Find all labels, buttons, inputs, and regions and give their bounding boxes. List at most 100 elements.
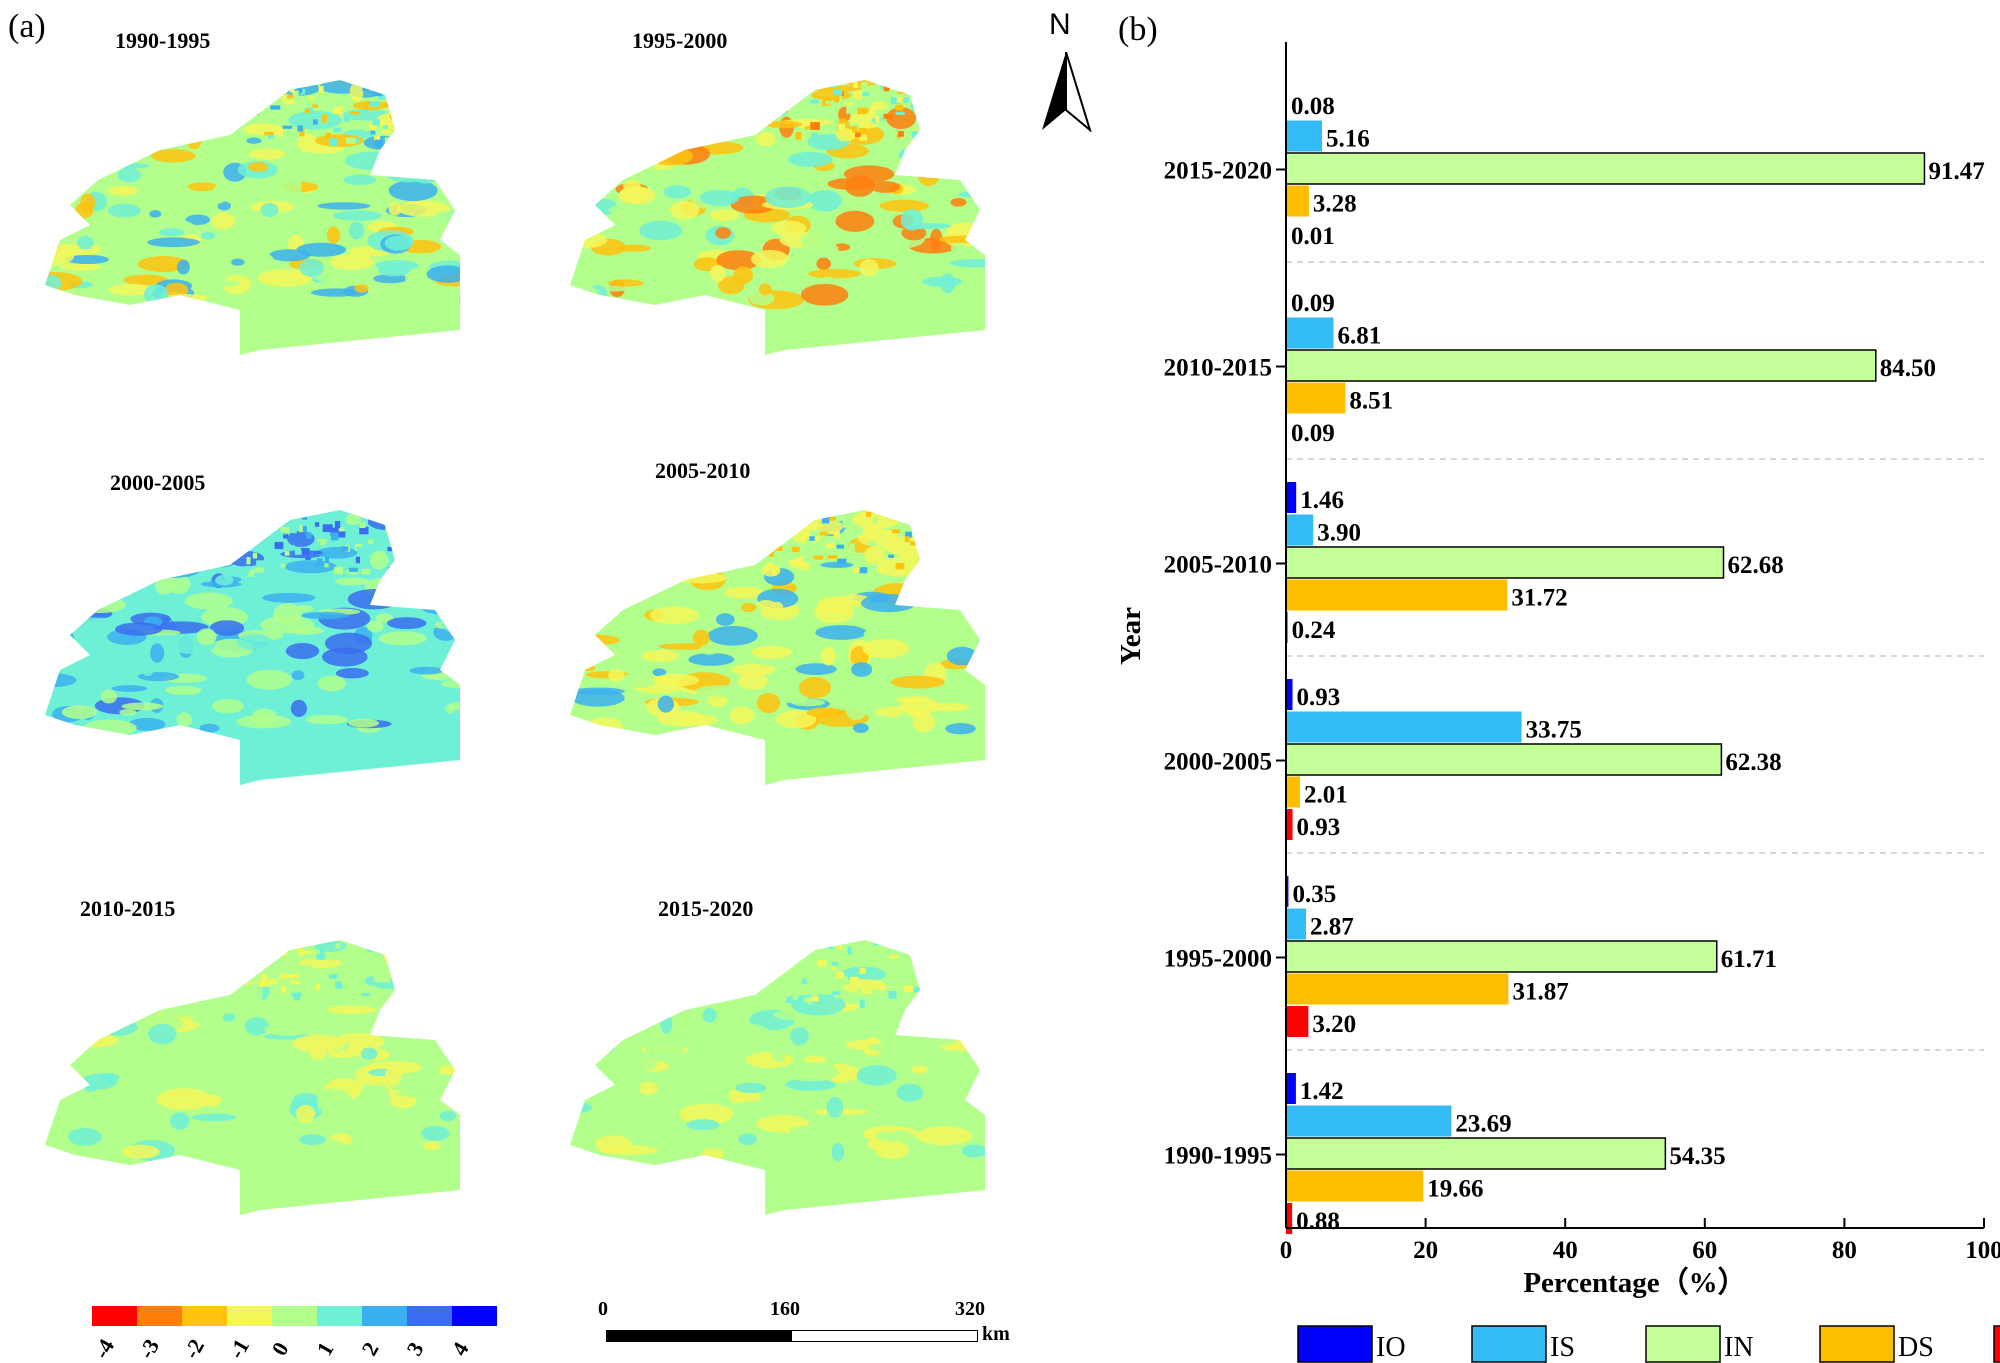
value-label: 5.16 (1326, 126, 1370, 153)
map-title-2: 2000-2005 (110, 470, 206, 495)
legend-swatch-6 (362, 1306, 407, 1326)
bar-IN-3 (1285, 743, 1723, 776)
y-axis-label: Year (1115, 607, 1147, 665)
map-0 (45, 80, 460, 355)
value-label: 62.68 (1728, 552, 1784, 579)
legend-swatch-7 (407, 1306, 452, 1326)
map-3 (570, 510, 985, 785)
panel-b-label: (b) (1118, 11, 1158, 48)
map-title-1: 1995-2000 (632, 28, 728, 53)
value-label: 2.01 (1304, 782, 1348, 809)
map-title-0: 1990-1995 (115, 28, 211, 53)
x-tick-label: 40 (1553, 1237, 1578, 1264)
bar-DS-3 (1286, 776, 1301, 808)
x-tick-label: 100 (1965, 1237, 2000, 1264)
map-5 (570, 940, 985, 1215)
bar-DS-4 (1286, 973, 1509, 1005)
bar-IO-4 (1286, 876, 1289, 907)
legend-label-IN: IN (1724, 1332, 1754, 1363)
bar-IS-1 (1286, 317, 1334, 349)
value-label: 33.75 (1526, 717, 1582, 744)
legend-swatch-5 (317, 1306, 362, 1326)
value-label: 31.72 (1511, 585, 1567, 612)
bar-IN-5 (1285, 1137, 1667, 1170)
bar-IO-5 (1286, 1073, 1296, 1104)
value-label: 0.09 (1291, 290, 1335, 317)
bar-IS-2 (1286, 514, 1314, 546)
value-label: 0.09 (1291, 420, 1335, 447)
bar-DS-0 (1286, 185, 1309, 217)
legend-swatch-IS (1471, 1325, 1547, 1363)
value-label: 31.87 (1512, 979, 1568, 1006)
map-title-4: 2010-2015 (80, 896, 176, 921)
legend-swatch-IO (1297, 1325, 1373, 1363)
value-label: 19.66 (1427, 1176, 1483, 1203)
map-4 (45, 940, 460, 1215)
value-label: 0.93 (1296, 814, 1340, 841)
legend-swatch-0 (92, 1306, 137, 1326)
value-label: 1.42 (1300, 1078, 1344, 1105)
bar-IN-0 (1285, 152, 1926, 185)
value-label: 1.46 (1300, 487, 1344, 514)
legend-swatch-8 (452, 1306, 497, 1326)
map-title-3: 2005-2010 (655, 458, 751, 483)
scale-bar-black (606, 1330, 791, 1342)
legend-label-DS: DS (1898, 1332, 1934, 1363)
scale-unit: km (982, 1323, 1010, 1345)
x-axis-label: Percentage（%） (1523, 1266, 1746, 1299)
value-label: 91.47 (1928, 158, 1984, 185)
bar-DO-3 (1286, 809, 1293, 840)
value-label: 0.35 (1292, 881, 1336, 908)
scale-label-0: 0 (598, 1298, 608, 1320)
value-label: 0.93 (1296, 684, 1340, 711)
value-label: 54.35 (1669, 1143, 1725, 1170)
map-1 (570, 80, 985, 355)
legend-label-IO: IO (1376, 1332, 1406, 1363)
map-2 (45, 510, 460, 785)
y-tick-label: 1990-1995 (1164, 1143, 1272, 1170)
bar-IS-5 (1286, 1105, 1452, 1137)
legend-label-IS: IS (1550, 1332, 1575, 1363)
value-label: 3.28 (1313, 191, 1357, 218)
panel-a-label: (a) (8, 8, 46, 45)
bar-DS-5 (1286, 1170, 1424, 1202)
map-title-5: 2015-2020 (658, 896, 754, 921)
x-tick-label: 60 (1692, 1237, 1717, 1264)
bar-DS-1 (1286, 382, 1346, 414)
north-arrow-icon (1042, 52, 1092, 132)
value-label: 0.24 (1292, 617, 1336, 644)
x-tick-label: 20 (1413, 1237, 1438, 1264)
x-tick-label: 80 (1832, 1237, 1857, 1264)
value-label: 62.38 (1725, 749, 1781, 776)
bar-IN-4 (1285, 940, 1718, 973)
bar-IN-2 (1285, 546, 1725, 579)
value-label: 84.50 (1880, 355, 1936, 382)
scale-label-160: 160 (770, 1298, 800, 1320)
y-tick-label: 2010-2015 (1164, 355, 1272, 382)
y-tick-label: 2015-2020 (1164, 158, 1272, 185)
bar-DO-5 (1286, 1203, 1293, 1234)
value-label: 3.20 (1312, 1011, 1356, 1038)
x-tick-label: 0 (1280, 1237, 1293, 1264)
bar-IS-3 (1286, 711, 1522, 743)
value-label: 0.01 (1291, 223, 1335, 250)
bar-DS-2 (1286, 579, 1508, 611)
value-label: 61.71 (1721, 946, 1777, 973)
y-tick-label: 1995-2000 (1164, 946, 1272, 973)
y-tick-label: 2000-2005 (1164, 749, 1272, 776)
legend-swatch-IN (1645, 1325, 1721, 1363)
north-label: N (1049, 8, 1071, 41)
value-label: 0.08 (1291, 93, 1335, 120)
legend-swatch-2 (182, 1306, 227, 1326)
bar-IS-4 (1286, 908, 1307, 940)
legend-swatch-1 (137, 1306, 182, 1326)
scale-bar-white (791, 1330, 978, 1342)
scale-label-320: 320 (955, 1298, 985, 1320)
value-label: 2.87 (1310, 914, 1354, 941)
y-tick-label: 2005-2010 (1164, 552, 1272, 579)
bar-IN-1 (1285, 349, 1877, 382)
legend-swatch-3 (227, 1306, 272, 1326)
bar-DO-4 (1286, 1006, 1309, 1037)
legend-swatch-DO (1993, 1325, 2000, 1363)
